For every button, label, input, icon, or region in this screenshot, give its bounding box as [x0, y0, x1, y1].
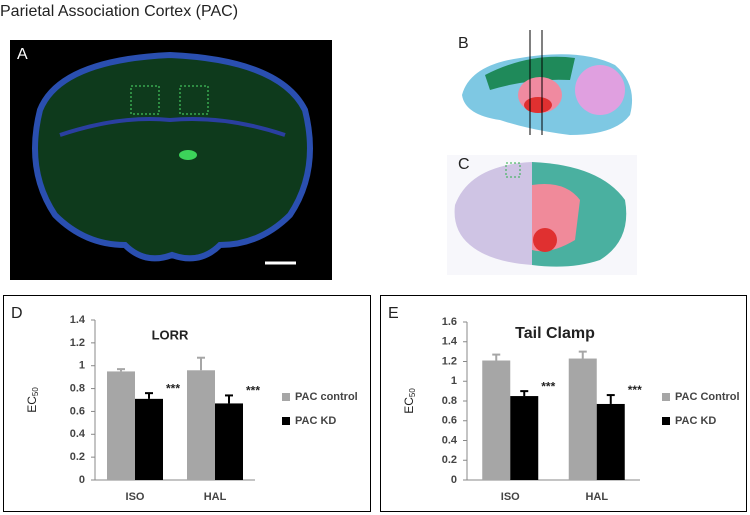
atlas-region: [533, 228, 557, 252]
x-tick-label: HAL: [585, 491, 608, 503]
y-tick-label: 0.8: [442, 395, 457, 407]
y-tick-label: 0: [79, 474, 85, 486]
brain-layer: [59, 117, 286, 137]
roi-box: [505, 162, 521, 178]
y-tick-label: 0.8: [70, 382, 85, 394]
roi-box: [130, 85, 160, 115]
y-tick-label: 0.6: [70, 405, 85, 417]
chart-frame: [380, 295, 747, 512]
y-tick-label: 0.4: [70, 428, 86, 440]
legend-swatch: [662, 417, 670, 425]
y-tick-label: 1.4: [70, 314, 86, 326]
chart-title: LORR: [152, 327, 189, 342]
y-axis-label: EC50: [402, 388, 417, 414]
y-axis-label-main: EC: [402, 397, 416, 414]
x-tick-label: HAL: [204, 491, 227, 503]
y-tick-label: 1.2: [70, 337, 85, 349]
y-axis-label: EC50: [25, 387, 40, 413]
y-tick-label: 1.4: [442, 336, 458, 348]
bar: [187, 370, 215, 480]
bar: [215, 403, 243, 480]
legend-swatch: [662, 393, 670, 401]
bar: [107, 371, 135, 480]
atlas-region: [575, 65, 625, 115]
y-tick-label: 1.6: [442, 316, 457, 328]
significance: ***: [246, 384, 260, 398]
atlas-region: [524, 97, 552, 113]
legend-swatch: [282, 417, 290, 425]
bar: [135, 398, 163, 480]
significance: ***: [628, 383, 642, 397]
y-tick-label: 1: [79, 360, 85, 372]
y-tick-label: 0.2: [70, 451, 85, 463]
bar: [568, 358, 597, 480]
bar: [596, 403, 625, 480]
panel-label: C: [458, 156, 470, 173]
injection-site: [179, 150, 197, 160]
legend-label: PAC Control: [675, 391, 740, 403]
y-axis-label-main: EC: [25, 396, 39, 413]
brain-section: [32, 51, 313, 262]
x-tick-label: ISO: [126, 491, 145, 503]
legend-label: PAC control: [295, 391, 358, 403]
panel-label: A: [17, 46, 28, 63]
significance: ***: [541, 379, 555, 393]
legend-label: PAC KD: [675, 415, 716, 427]
bar: [510, 396, 539, 480]
y-tick-label: 1: [451, 375, 457, 387]
chart-title: Tail Clamp: [515, 325, 595, 342]
roi-box: [179, 85, 209, 115]
panel-label: B: [458, 35, 469, 52]
y-axis-label-sub: 50: [408, 388, 417, 397]
figure-title: Parietal Association Cortex (PAC): [0, 3, 238, 20]
bar: [482, 360, 511, 480]
y-tick-label: 0: [451, 474, 457, 486]
y-tick-label: 0.2: [442, 454, 457, 466]
nissl-section: [454, 162, 532, 265]
y-tick-label: 1.2: [442, 355, 457, 367]
panel-label: E: [388, 305, 399, 322]
y-tick-label: 0.4: [442, 434, 458, 446]
legend-swatch: [282, 393, 290, 401]
panel-label: D: [11, 305, 23, 322]
chart-frame: [3, 295, 371, 512]
x-tick-label: ISO: [501, 491, 520, 503]
significance: ***: [166, 381, 180, 395]
y-tick-label: 0.6: [442, 415, 457, 427]
legend-label: PAC KD: [295, 415, 336, 427]
y-axis-label-sub: 50: [31, 387, 40, 396]
